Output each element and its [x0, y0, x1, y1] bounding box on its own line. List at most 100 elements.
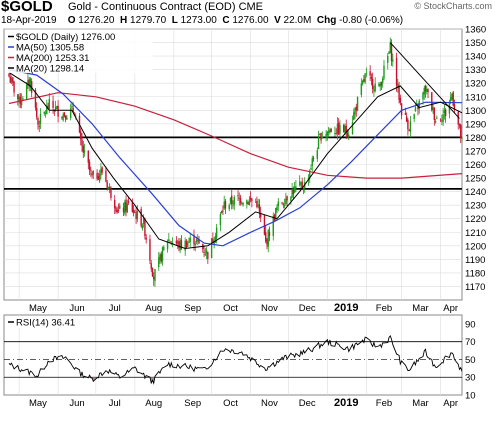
stockcharts-logo: © StockCharts.com — [414, 1, 492, 11]
candle-body — [232, 205, 234, 206]
candle-body — [161, 247, 164, 262]
candle-body — [80, 131, 82, 140]
candle-body — [212, 239, 214, 243]
candle-body — [110, 187, 112, 198]
candle-body — [301, 181, 303, 189]
rsi-x-tick-label: Feb — [376, 398, 392, 409]
candle-body — [83, 150, 86, 153]
candle-body — [159, 254, 161, 260]
candle-body — [145, 237, 147, 240]
candle-body — [312, 157, 315, 159]
candle-body — [154, 268, 156, 282]
candle-body — [408, 130, 410, 132]
x-tick-label: May — [29, 303, 47, 314]
candle-body — [346, 132, 349, 137]
candle-body — [19, 96, 22, 104]
candle-body — [426, 89, 428, 92]
x-tick-label: Apr — [443, 303, 458, 314]
low-label: L — [171, 15, 178, 26]
candle-body — [106, 181, 108, 188]
candle-body — [311, 158, 313, 166]
candle-body — [316, 150, 319, 159]
candle-body — [390, 44, 393, 61]
candle-body — [46, 106, 48, 115]
candle-body — [142, 218, 145, 224]
candle-body — [18, 96, 20, 102]
candle-body — [337, 122, 340, 135]
price-tick-label: 1230 — [465, 201, 486, 212]
rsi-tick-label: 50 — [465, 355, 476, 366]
candle-body — [422, 92, 424, 100]
candle-body — [158, 257, 160, 268]
rsi-x-tick-label: Apr — [443, 398, 458, 409]
candle-body — [295, 186, 297, 188]
candle-body — [43, 111, 45, 114]
candle-body — [57, 105, 59, 117]
candle-body — [257, 204, 259, 206]
candle-body — [441, 120, 443, 122]
candle-body — [205, 249, 208, 254]
candle-body — [300, 183, 302, 185]
candle-body — [451, 93, 453, 100]
candle-body — [215, 227, 218, 239]
x-tick-label: Mar — [412, 303, 428, 314]
candle-body — [259, 212, 262, 218]
rsi-x-tick-label: May — [29, 398, 47, 409]
x-tick-label: Aug — [145, 303, 162, 314]
candle-body — [309, 170, 311, 178]
candle-body — [277, 201, 279, 207]
candle-body — [404, 113, 407, 115]
candle-body — [9, 76, 11, 83]
resistance-trendline — [389, 42, 460, 119]
candle-body — [363, 79, 365, 82]
candle-body — [187, 242, 189, 247]
candle-body — [75, 115, 77, 117]
candle-body — [343, 125, 345, 133]
candle-body — [266, 239, 268, 245]
candle-body — [71, 105, 73, 108]
candle-body — [210, 238, 213, 259]
candle-body — [329, 129, 331, 133]
candle-body — [90, 169, 92, 171]
candle-body — [439, 119, 442, 121]
candle-body — [453, 104, 456, 110]
candle-body — [348, 134, 350, 137]
price-tick-label: 1210 — [465, 228, 486, 239]
candle-body — [131, 202, 134, 212]
high-label: H — [120, 15, 128, 26]
price-tick-label: 1260 — [465, 160, 486, 171]
price-legend-entry: $GOLD (Daily) 1276.00 — [16, 32, 115, 43]
change-label: Chg — [316, 15, 337, 26]
candle-body — [188, 241, 190, 244]
candle-body — [198, 240, 200, 244]
candle-body — [452, 91, 454, 106]
candle-body — [92, 171, 95, 175]
candle-body — [302, 189, 305, 191]
candle-body — [405, 116, 408, 122]
price-tick-label: 1290 — [465, 119, 486, 130]
candle-body — [132, 210, 135, 213]
candle-body — [136, 211, 139, 220]
candle-body — [319, 134, 321, 136]
candle-body — [290, 196, 292, 201]
candle-body — [417, 104, 419, 110]
candle-body — [275, 207, 277, 220]
candle-body — [168, 239, 170, 241]
price-tick-label: 1190 — [465, 255, 485, 266]
candle-body — [12, 77, 14, 83]
candle-body — [256, 201, 258, 208]
price-tick-label: 1300 — [465, 106, 486, 117]
candle-body — [246, 200, 248, 204]
price-tick-label: 1320 — [465, 79, 486, 90]
candle-body — [81, 139, 83, 146]
candle-body — [380, 81, 383, 86]
candle-body — [184, 240, 186, 251]
candle-body — [20, 100, 23, 106]
candle-body — [114, 200, 116, 209]
candle-body — [203, 251, 205, 254]
change-value: -0.80 (-0.06%) — [339, 15, 404, 26]
description-text: Gold - Continuous Contract (EOD) — [68, 1, 236, 13]
candle-body — [436, 117, 438, 119]
rsi-legend-entry: RSI(14) 36.41 — [16, 318, 75, 329]
candle-body — [458, 123, 461, 126]
